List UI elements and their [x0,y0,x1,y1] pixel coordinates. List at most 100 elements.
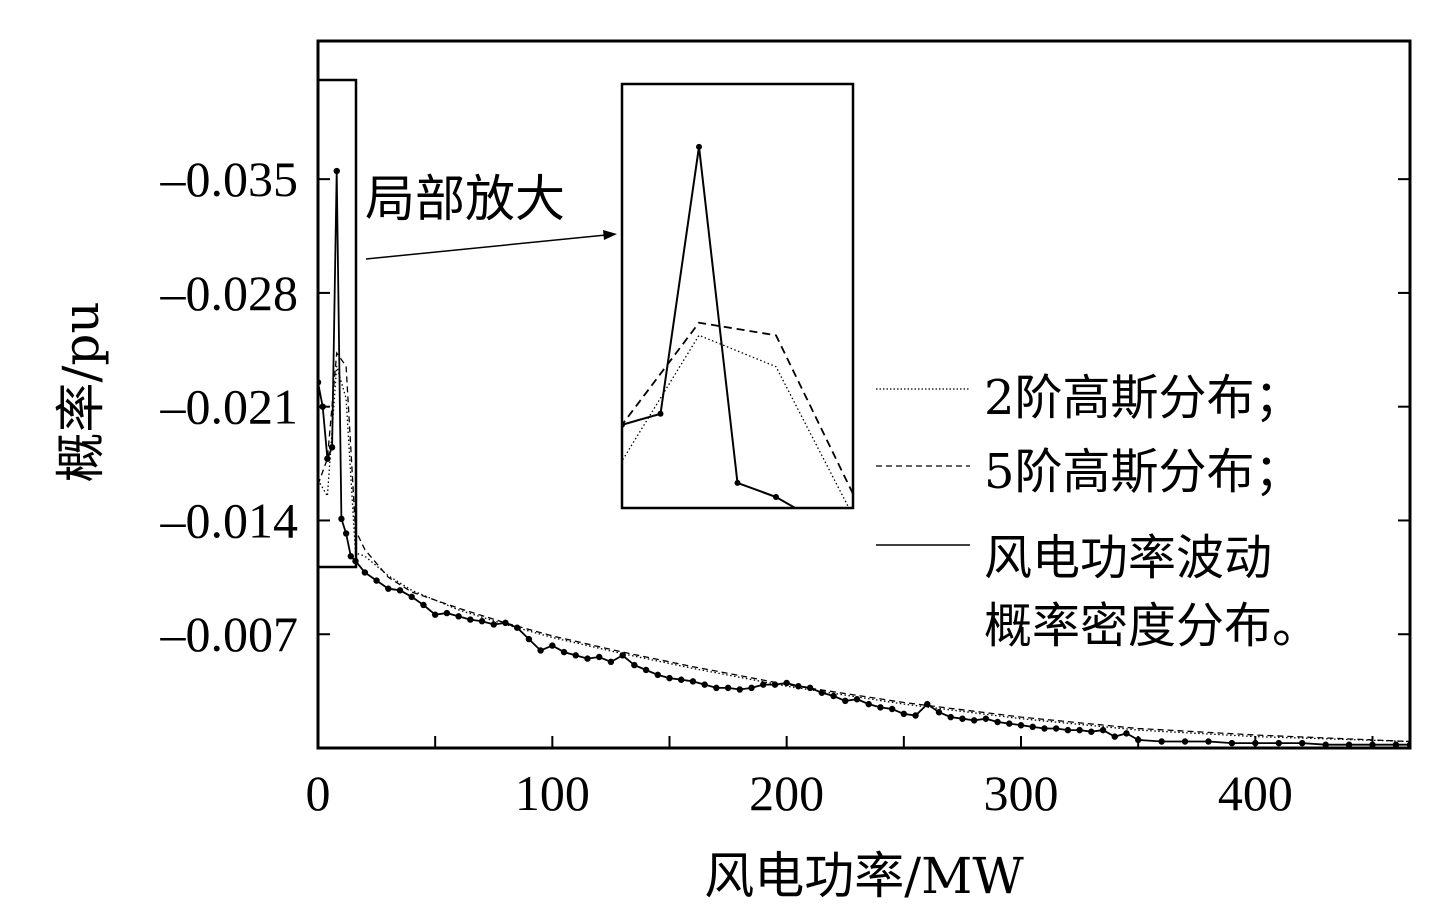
series-3-point [1158,738,1165,745]
x-tick-label: 300 [984,765,1059,821]
series-3-point [455,613,462,620]
y-tick-label: –0.007 [160,606,299,662]
series-3-point [959,715,966,722]
series-3-point [1017,722,1025,729]
legend-label-series-1: 2阶高斯分布； [984,370,1303,426]
series-3-point [342,530,350,537]
zoom-arrow-head [603,230,617,240]
inset-series-3-point [812,516,818,522]
series-3-point [748,684,755,692]
series-3-point [537,647,544,654]
series-3-point [319,403,326,410]
series-3-point [666,674,673,682]
series-3-point [818,689,826,696]
series-3-point [642,666,650,674]
series-3-point [596,653,603,661]
series-3-point [771,681,779,688]
series-3-point [724,684,732,692]
series-3-point [1205,738,1212,745]
x-tick-label: 200 [749,765,824,821]
y-tick-label: –0.028 [160,265,299,321]
inset-series-layer [542,143,853,522]
series-line-3 [318,170,1410,746]
series-3-point [888,705,896,713]
series-3-point [607,658,615,666]
series-3-point [396,587,404,594]
inset-series-3-point [657,410,664,417]
x-tick-label: 400 [1218,765,1293,821]
series-3-point [1392,741,1400,748]
series-3-point [572,652,579,659]
series-3-point [935,709,943,716]
series-3-point [1076,726,1083,734]
series-3-point [631,661,638,669]
inset-series-3-point [773,494,779,501]
series-3-point [1345,741,1353,748]
series-3-point [736,686,744,693]
series-3-point [338,515,345,523]
series-3-point [408,593,415,601]
series-3-point [347,553,355,560]
inset-series-3-point [542,348,548,354]
series-3-point [1123,730,1130,737]
series-3-point [713,684,720,692]
series-3-point [502,619,509,627]
zoom-arrow-line [365,234,607,260]
series-3-point [549,642,556,649]
series-3-point [1029,723,1036,731]
series-3-point [560,648,568,656]
zoom-region-box [316,78,358,569]
series-3-point [420,601,427,609]
series-3-point [701,681,708,688]
y-tick-label: –0.014 [160,492,299,548]
series-3-point [513,624,521,631]
series-3-point [1228,739,1236,747]
inset-series-3-point [734,479,741,486]
series-3-point [842,697,849,705]
series-3-point [760,681,767,688]
inset-series-3 [622,146,798,508]
series-3-point [1099,726,1107,734]
series-line-2 [318,351,1410,743]
series-3-point [783,679,790,687]
series-3-point [324,455,331,462]
series-3-point [877,704,884,711]
series-3-point [467,616,474,623]
axis-tick-labels: 0 100 200 300 400 –0.007 –0.014 –0.021 –0.028 –0.… [160,151,1293,821]
series-3-point [1299,739,1306,747]
series-3-point [1252,739,1259,747]
legend: 2阶高斯分布； 5阶高斯分布； 风电功率波动概率密度分布。 [876,370,1320,654]
series-3-point [1006,720,1013,727]
series-3-point [1111,733,1118,740]
series-3-point [912,712,919,719]
series-3-point [619,652,626,659]
series-3-point [361,569,369,576]
series-3-point [385,585,392,592]
y-tick-label: –0.035 [160,151,299,207]
zoom-annotation: 局部放大 [365,170,565,228]
series-layer [318,167,1410,748]
legend-label-series-2: 5阶高斯分布； [984,444,1303,500]
series-3-point [443,609,451,617]
series-3-point [689,678,697,685]
inset-frame [620,82,855,510]
series-3-point [490,621,497,628]
legend-label-series-3: 风电功率波动概率密度分布。 [984,530,1320,654]
series-3-point [994,718,1001,726]
series-3-point [1406,741,1410,748]
series-3-point [795,683,802,690]
series-3-point [806,684,814,692]
series-3-point [328,444,336,451]
series-3-point [900,710,908,718]
series-3-point [373,577,380,584]
inset-series-3-point [581,372,587,378]
series-3-point [865,700,872,708]
series-3-point [1064,726,1072,734]
y-tick-label: –0.021 [160,379,299,435]
x-tick-label: 0 [306,765,331,821]
series-3-point [830,692,837,700]
series-3-point [1088,728,1095,735]
series-3-point [982,715,990,722]
series-3-point [333,167,340,175]
